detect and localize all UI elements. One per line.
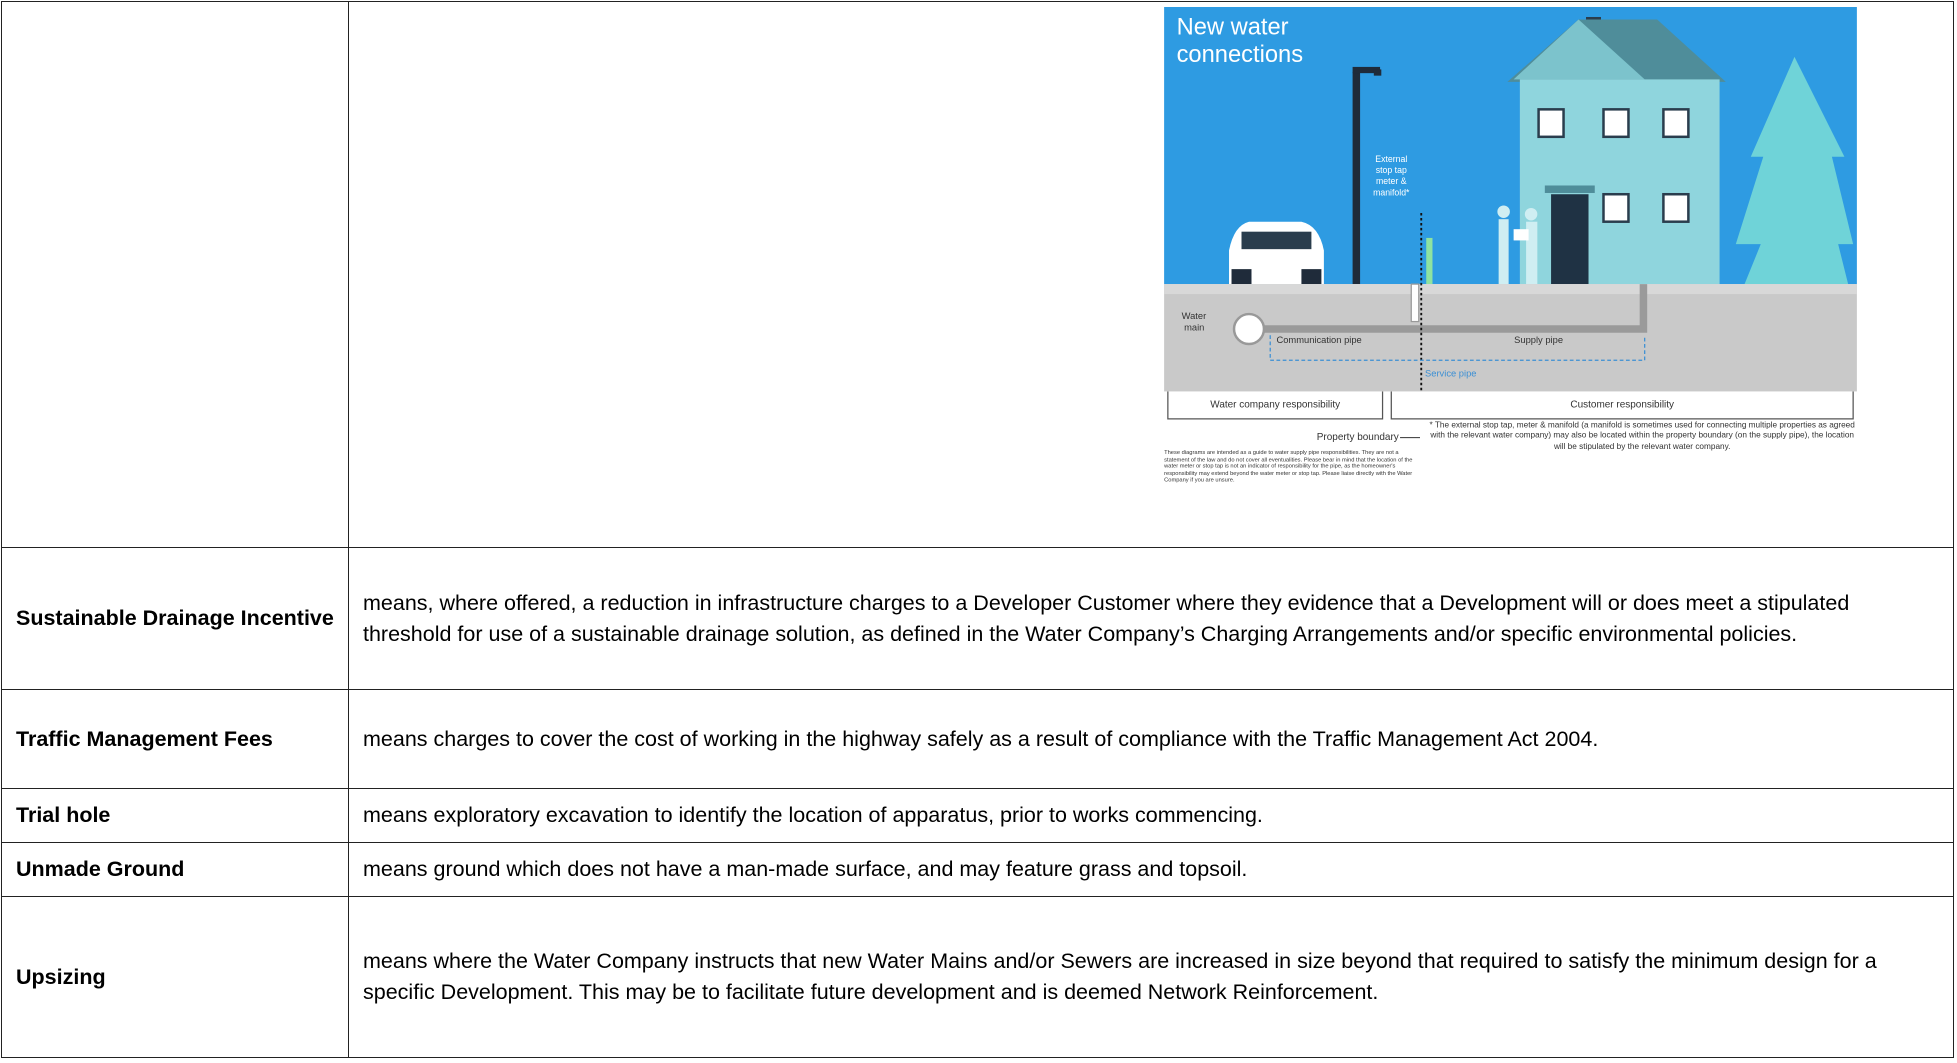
definition: means, where offered, a reduction in inf… bbox=[348, 547, 1954, 690]
empty-term-cell bbox=[1, 1, 349, 548]
stop-tap-chamber bbox=[1410, 283, 1420, 323]
term: Unmade Ground bbox=[1, 842, 349, 897]
definition: means where the Water Company instructs … bbox=[348, 896, 1954, 1058]
pavement bbox=[1164, 284, 1857, 295]
disclaimer: These diagrams are intended as a guide t… bbox=[1164, 448, 1413, 484]
tree bbox=[1735, 56, 1854, 285]
house bbox=[1507, 16, 1726, 285]
responsibility-label: Water company responsibility bbox=[1210, 400, 1340, 411]
water-main-label: Water bbox=[1182, 311, 1207, 321]
bracket bbox=[1167, 391, 1384, 420]
definition: means charges to cover the cost of worki… bbox=[348, 689, 1954, 789]
row: Unmade Ground means ground which does not… bbox=[1, 842, 1954, 897]
water-main bbox=[1232, 312, 1266, 346]
title-line: New water bbox=[1177, 14, 1289, 40]
lower-panel bbox=[1164, 391, 1857, 535]
label-line: meter & bbox=[1376, 176, 1407, 186]
pipe bbox=[1248, 284, 1648, 333]
service-pipe-label: Service pipe bbox=[1425, 368, 1477, 378]
definition: means ground which does not have a man-m… bbox=[348, 842, 1954, 897]
bracket bbox=[1390, 391, 1854, 420]
row: Upsizing means where the Water Company in… bbox=[1, 896, 1954, 1058]
row: Trial hole means exploratory excavation t… bbox=[1, 788, 1954, 843]
definition: means exploratory excavation to identify… bbox=[348, 788, 1954, 843]
footnote: * The external stop tap, meter & manifol… bbox=[1429, 421, 1855, 451]
water-connections-diagram: New water connections External stop tap … bbox=[1164, 7, 1857, 535]
car bbox=[1229, 221, 1324, 285]
title: New water connections bbox=[1177, 14, 1304, 67]
stop-tap-label: External stop tap meter & manifold* bbox=[1373, 154, 1410, 198]
people bbox=[1497, 205, 1538, 285]
label-line: stop tap bbox=[1376, 165, 1407, 175]
disclaimer-box: These diagrams are intended as a guide t… bbox=[1164, 448, 1413, 484]
term: Upsizing bbox=[1, 896, 349, 1058]
figure-row: New water connections External stop tap … bbox=[1, 1, 1954, 548]
label-line: manifold* bbox=[1373, 187, 1410, 197]
term: Traffic Management Fees bbox=[1, 689, 349, 789]
responsibility-labels: Water company responsibility Customer re… bbox=[1210, 400, 1674, 443]
row: Sustainable Drainage Incentive means, whe… bbox=[1, 547, 1954, 690]
title-line: connections bbox=[1177, 42, 1304, 68]
pipe-labels: Water main Communication pipe Supply pip… bbox=[1182, 311, 1563, 378]
property-boundary-label: Property boundary bbox=[1317, 432, 1399, 443]
footnote-box: * The external stop tap, meter & manifol… bbox=[1429, 421, 1855, 451]
responsibility-label: Customer responsibility bbox=[1570, 400, 1674, 411]
term: Sustainable Drainage Incentive bbox=[1, 547, 349, 690]
label-line: External bbox=[1375, 154, 1407, 164]
shrub bbox=[1426, 237, 1433, 285]
row: Traffic Management Fees means charges to … bbox=[1, 689, 1954, 789]
figure-cell: New water connections External stop tap … bbox=[348, 1, 1954, 548]
supply-pipe-label: Supply pipe bbox=[1514, 335, 1563, 345]
street-lamp bbox=[1352, 66, 1382, 285]
term: Trial hole bbox=[1, 788, 349, 843]
ground bbox=[1164, 284, 1857, 392]
communication-pipe-label: Communication pipe bbox=[1276, 335, 1361, 345]
water-main-label: main bbox=[1184, 322, 1204, 332]
